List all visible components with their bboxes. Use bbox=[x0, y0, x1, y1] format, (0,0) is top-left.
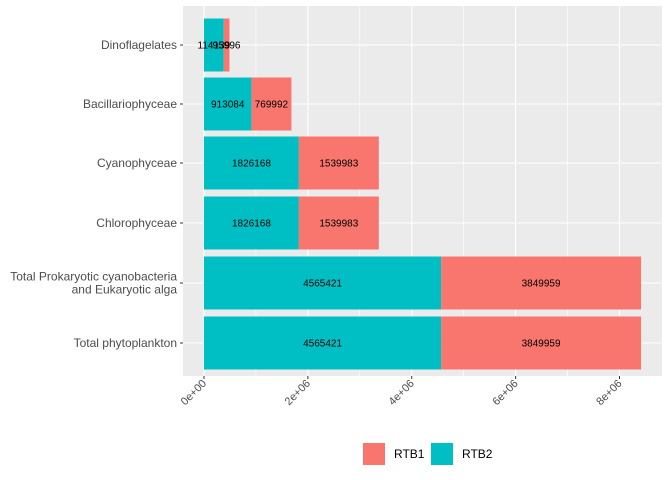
data-label-rtb2: 1826168 bbox=[232, 219, 271, 230]
data-label-rtb1: 1539983 bbox=[319, 159, 358, 170]
bar-rtb2 bbox=[204, 196, 299, 250]
legend-swatch-rtb1 bbox=[363, 443, 385, 465]
data-label-rtb1: 3849959 bbox=[522, 279, 561, 290]
data-label-rtb2: 1826168 bbox=[232, 159, 271, 170]
legend: RTB1 RTB2 bbox=[363, 443, 493, 465]
bar-rtb1 bbox=[298, 196, 379, 250]
x-tick-label: 8e+06 bbox=[594, 378, 624, 408]
x-tick-label: 0e+00 bbox=[179, 378, 209, 408]
x-axis-ticks: 0e+00 2e+06 4e+06 6e+06 8e+06 bbox=[179, 376, 625, 408]
category-label: Bacillariophyceae bbox=[83, 97, 177, 111]
legend-swatch-rtb2 bbox=[431, 443, 453, 465]
data-label-rtb2: 913084 bbox=[211, 100, 245, 111]
category-label: Dinoflagelates bbox=[101, 38, 177, 52]
data-label-rtb1: 769992 bbox=[255, 100, 289, 111]
bar-rtb1 bbox=[251, 77, 292, 131]
data-label-rtb1: 1539983 bbox=[319, 219, 358, 230]
bar-rtb2 bbox=[204, 256, 442, 310]
bars bbox=[204, 18, 642, 370]
x-tick-label: 4e+06 bbox=[387, 378, 417, 408]
data-label-rtb1: 3849959 bbox=[522, 339, 561, 350]
data-label-rtb1: 95996 bbox=[213, 41, 241, 52]
bar-rtb1 bbox=[223, 18, 230, 72]
x-tick-label: 2e+06 bbox=[283, 378, 313, 408]
category-label: Cyanophyceae bbox=[97, 156, 177, 170]
bar-rtb2 bbox=[204, 136, 299, 190]
category-label: Total phytoplankton bbox=[74, 336, 177, 350]
legend-label: RTB2 bbox=[462, 447, 493, 461]
bar-rtb1 bbox=[441, 256, 642, 310]
bar-rtb2 bbox=[204, 77, 252, 131]
legend-label: RTB1 bbox=[394, 447, 425, 461]
category-label: Total Prokaryotic cyanobacteria and Eukar… bbox=[10, 270, 177, 297]
bar-rtb2 bbox=[204, 18, 224, 72]
data-label-rtb2: 4565421 bbox=[303, 339, 342, 350]
x-tick-label: 6e+06 bbox=[490, 378, 520, 408]
category-labels: Dinoflagelates Bacillariophyceae Cyanophyc… bbox=[10, 38, 183, 350]
bar-rtb2 bbox=[204, 316, 442, 370]
data-label-rtb2: 4565421 bbox=[303, 279, 342, 290]
data-label-rtb2: 114139 bbox=[198, 41, 231, 52]
plot-panel bbox=[183, 6, 662, 376]
bar-rtb1 bbox=[441, 316, 642, 370]
category-label: Chlorophyceae bbox=[96, 216, 177, 230]
bar-rtb1 bbox=[298, 136, 379, 190]
